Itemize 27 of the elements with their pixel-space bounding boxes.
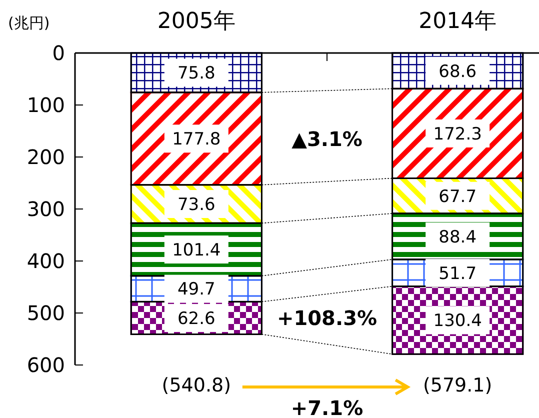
y-tick-label: 100 [26, 93, 65, 117]
data-label: 172.3 [433, 124, 482, 144]
total-label: (579.1) [422, 374, 492, 397]
annotation: +108.3% [276, 306, 378, 330]
data-label: 67.7 [438, 186, 477, 207]
data-label: 101.4 [172, 240, 221, 260]
data-label: 49.7 [177, 280, 216, 300]
y-tick-label: 200 [26, 145, 65, 169]
data-label: 73.6 [177, 194, 216, 215]
data-label: 75.8 [177, 64, 216, 84]
data-label: 51.7 [438, 264, 477, 284]
y-tick-label: 600 [26, 353, 65, 377]
data-label: 62.6 [177, 308, 216, 329]
y-tick-label: 300 [26, 197, 65, 221]
data-label: 88.4 [438, 227, 477, 248]
y-axis-title: (兆円) [8, 14, 50, 32]
y-tick-label: 0 [52, 41, 65, 65]
total-label: (540.8) [162, 374, 232, 397]
data-label: 130.4 [433, 311, 482, 332]
text: +7.1% [290, 396, 364, 418]
y-tick-label: 500 [26, 301, 65, 325]
y-tick-label: 400 [26, 249, 65, 273]
annotation: ▲3.1% [292, 126, 362, 151]
x-tick-label: 2014年 [418, 9, 497, 34]
x-tick-label: 2005年 [157, 9, 236, 34]
data-label: 68.6 [438, 62, 477, 82]
data-label: 177.8 [172, 130, 221, 150]
